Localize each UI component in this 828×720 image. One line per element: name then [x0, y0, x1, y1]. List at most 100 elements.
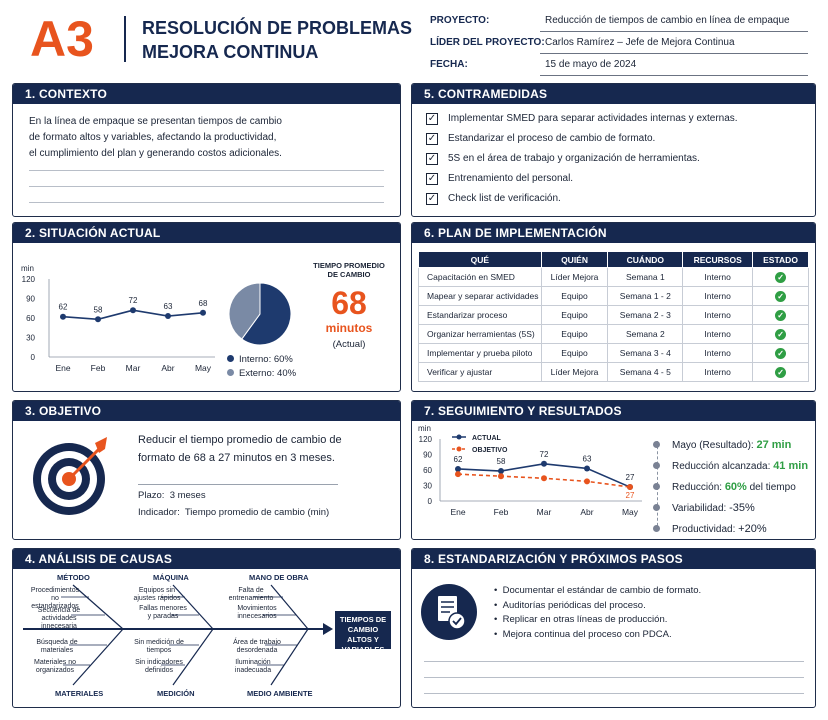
kpi-note: (Actual): [332, 339, 366, 350]
cause-item: Movimientos innecesarios: [237, 605, 277, 620]
pie-slice: [241, 282, 292, 346]
cause-head-method: MÉTODO: [57, 573, 90, 582]
status-check-icon: ✓: [775, 309, 787, 321]
plan-cell: Líder Mejora: [540, 267, 609, 287]
cause-item: Búsqueda de materiales: [36, 639, 78, 654]
y-axis-label: min: [418, 424, 431, 433]
checkbox-icon: ✓: [426, 133, 438, 145]
x-tick-label: Abr: [161, 363, 174, 373]
data-point: [498, 468, 504, 475]
countermeasure-item: Estandarizar el proceso de cambio de for…: [448, 133, 656, 144]
cause-head-machine: MÁQUINA: [153, 573, 189, 582]
x-tick-label: Mar: [537, 507, 552, 517]
result-item: Variabilidad: -35%: [653, 498, 808, 519]
data-point: [95, 316, 101, 323]
section-countermeasures-title: 5. CONTRAMEDIDAS: [412, 84, 815, 104]
plan-row: Estandarizar proceso Equipo Semana 2 - 3 In…: [418, 305, 809, 325]
indicator-label: Indicador:: [138, 507, 180, 518]
legend-marker: [456, 434, 462, 440]
data-point: [541, 475, 547, 482]
plan-cell: Interno: [682, 362, 754, 382]
countermeasure-item: Entrenamiento del personal.: [448, 173, 574, 184]
kpi-label: TIEMPO PROMEDIO: [313, 261, 385, 270]
section-objective-title: 3. OBJETIVO: [13, 401, 400, 421]
status-check-icon: ✓: [775, 271, 787, 283]
plan-header: CUÁNDO: [607, 251, 684, 268]
data-point: [200, 309, 206, 316]
plan-cell: Interno: [682, 324, 754, 344]
status-check-icon: ✓: [775, 290, 787, 302]
next-step-text: Auditorías periódicas del proceso.: [502, 599, 646, 611]
pie-legend-value: 40%: [277, 368, 297, 379]
section-tracking-title: 7. SEGUIMIENTO Y RESULTADOS: [412, 401, 815, 421]
pie-legend-value: 60%: [273, 354, 293, 365]
result-value: 41 min: [773, 460, 809, 472]
x-tick-label: Mar: [126, 363, 141, 373]
plan-cell: Equipo: [540, 286, 609, 306]
plan-header: QUÉ: [418, 251, 542, 268]
y-tick-label: 60: [423, 466, 432, 475]
next-step-text: Mejora continua del proceso con PDCA.: [502, 628, 672, 640]
next-step-item: • Documentar el estándar de cambio de fo…: [494, 585, 702, 596]
result-value: -35%: [729, 502, 755, 514]
section-standardization: 8. ESTANDARIZACIÓN Y PRÓXIMOS PASOS • Do…: [411, 548, 816, 708]
data-point: [584, 478, 590, 485]
section-current-situation: 2. SITUACIÓN ACTUAL min 0 30 60 90 120 Ene Feb M…: [12, 222, 401, 392]
page-title: RESOLUCIÓN DE PROBLEMAS: [142, 18, 413, 38]
data-label: 72: [129, 296, 138, 305]
context-line: de formato altos y variables, afectando …: [29, 132, 277, 143]
x-tick-label: May: [622, 507, 639, 517]
status-check-icon: ✓: [775, 347, 787, 359]
y-tick-label: 90: [423, 451, 432, 460]
checkbox-icon: ✓: [426, 113, 438, 125]
plan-cell: Estandarizar proceso: [418, 305, 542, 325]
kpi-value: 68: [331, 285, 367, 321]
context-line: el cumplimiento del plan y generando cos…: [29, 148, 282, 159]
y-tick-label: 30: [423, 482, 432, 491]
result-item: Reducción: 60% del tiempo: [653, 477, 808, 498]
data-label: 58: [497, 457, 506, 466]
objective-line: formato de 68 a 27 minutos en 3 meses.: [138, 452, 335, 464]
plazo-label: Plazo:: [138, 490, 165, 501]
legend-label: ACTUAL: [472, 435, 501, 442]
section-standard-title: 8. ESTANDARIZACIÓN Y PRÓXIMOS PASOS: [412, 549, 815, 569]
legend-label: OBJETIVO: [472, 447, 508, 454]
data-label: 72: [540, 450, 549, 459]
y-axis-label: min: [21, 264, 34, 273]
x-tick-label: Feb: [494, 507, 509, 517]
legend-marker: [456, 446, 462, 452]
status-check-icon: ✓: [775, 328, 787, 340]
data-label: 27: [626, 473, 635, 482]
leader-value: Carlos Ramírez – Jefe de Mejora Continua: [545, 37, 735, 48]
plan-header: QUIÉN: [540, 251, 609, 268]
result-label: Reducción:: [672, 482, 723, 493]
countermeasure-item: 5S en el área de trabajo y organización …: [448, 153, 700, 164]
result-value: 60%: [724, 481, 747, 493]
section-causes-title: 4. ANÁLISIS DE CAUSAS: [13, 549, 400, 569]
pie-legend-internal: Interno: 60%: [227, 353, 296, 367]
fishbone-effect-box: TIEMPOS DE CAMBIO ALTOS Y VARIABLES: [335, 611, 391, 654]
y-tick-label: 0: [31, 353, 36, 362]
next-step-text: Replicar en otras líneas de producción.: [502, 614, 668, 625]
y-tick-label: 0: [428, 497, 433, 506]
data-point: [455, 465, 461, 472]
cause-item: Materiales no organizados: [33, 659, 77, 674]
date-value: 15 de mayo de 2024: [545, 59, 637, 70]
x-tick-label: May: [195, 363, 212, 373]
checkbox-icon: ✓: [426, 153, 438, 165]
date-label: FECHA:: [430, 59, 468, 70]
data-label: 63: [583, 454, 592, 463]
y-tick-label: 120: [22, 275, 36, 284]
a3-logo: A3: [30, 11, 94, 67]
plan-cell: Líder Mejora: [540, 362, 609, 382]
plan-cell: Interno: [682, 267, 754, 287]
section-implementation-plan: 6. PLAN DE IMPLEMENTACIÓN QUÉ QUIÉN CUÁN…: [411, 222, 816, 392]
plan-cell: Semana 4 - 5: [607, 362, 684, 382]
plazo-value: 3 meses: [169, 490, 206, 501]
plan-cell: Interno: [682, 286, 754, 306]
data-label: 58: [94, 305, 103, 314]
next-step-text: Documentar el estándar de cambio de form…: [502, 585, 702, 596]
cause-head-environment: MEDIO AMBIENTE: [247, 689, 313, 698]
result-item: Reducción alcanzada: 41 min: [653, 456, 808, 477]
cause-item: Equipos sin ajustes rápidos: [133, 587, 181, 602]
